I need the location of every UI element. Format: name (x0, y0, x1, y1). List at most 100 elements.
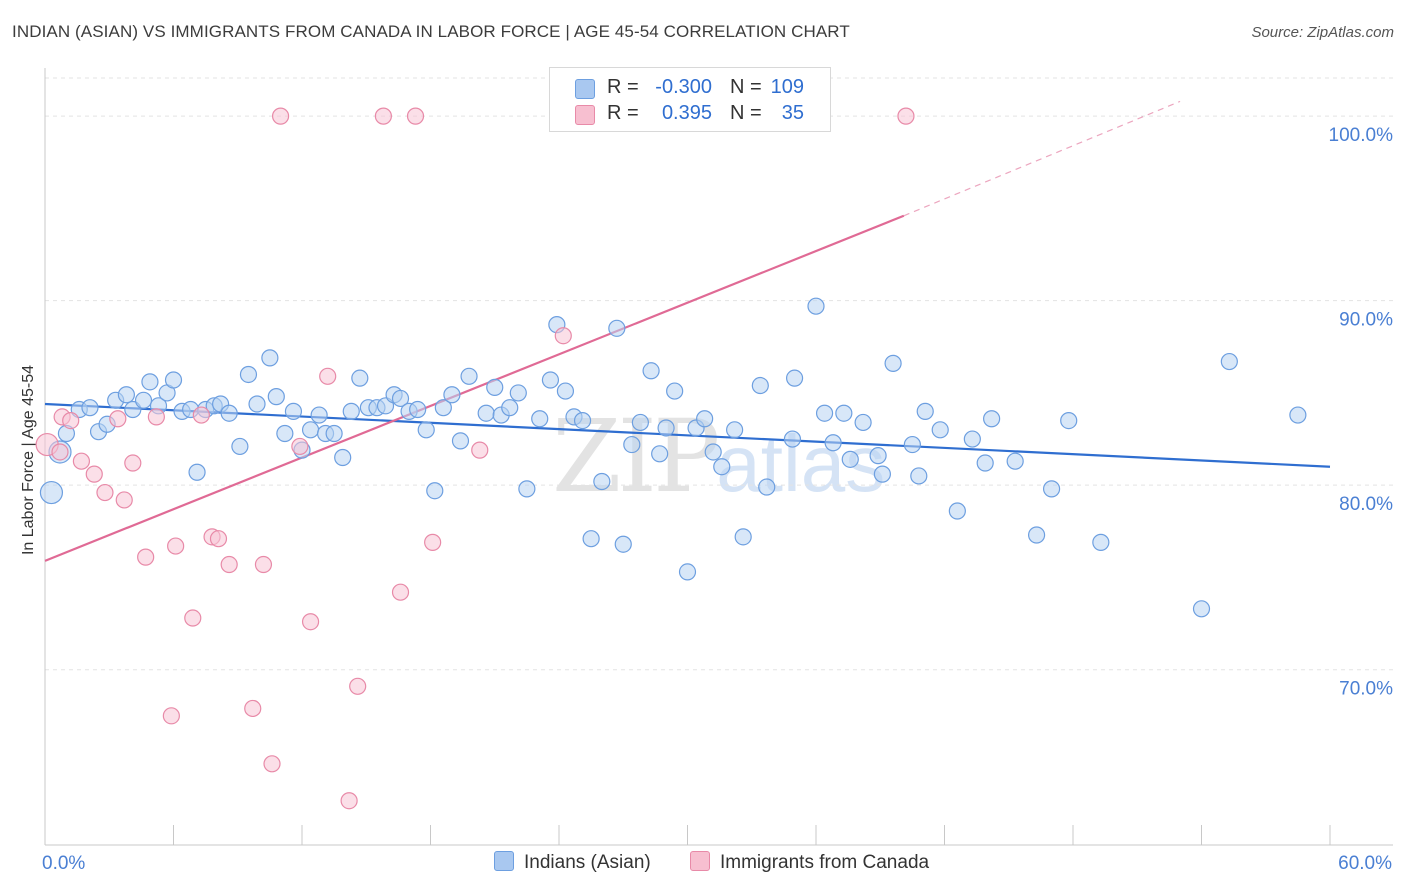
point-indians (608, 319, 626, 337)
trend-lines (44, 100, 1331, 562)
axes (44, 68, 1393, 846)
chart-title: INDIAN (ASIAN) VS IMMIGRANTS FROM CANADA… (12, 22, 850, 41)
point-indians (1220, 352, 1238, 371)
point-indians (164, 371, 183, 389)
point-indians (910, 467, 928, 485)
point-canada (374, 107, 392, 125)
point-canada (391, 583, 410, 601)
y-tick-label: 70.0% (1339, 679, 1393, 700)
x-tick-label: 60.0% (1338, 853, 1392, 874)
trend-line-indians (44, 402, 1331, 468)
point-indians (835, 404, 853, 422)
point-canada (184, 609, 202, 627)
point-indians (854, 413, 872, 432)
point-indians (1289, 406, 1307, 424)
point-indians (642, 362, 660, 380)
legend-r-value: 0.395 (661, 102, 712, 124)
point-canada (340, 792, 358, 810)
point-canada (192, 406, 210, 424)
point-canada (96, 483, 114, 502)
point-indians (409, 400, 427, 419)
point-canada (85, 465, 103, 483)
bottom-legend-swatch-canada (690, 851, 710, 871)
point-indians (531, 410, 549, 428)
point-canada (406, 107, 425, 125)
point-indians (426, 482, 444, 500)
point-indians (903, 435, 921, 454)
point-indians (443, 386, 461, 404)
trend-line-canada (44, 214, 905, 562)
point-canada (349, 677, 367, 695)
point-canada (291, 437, 309, 456)
point-indians (785, 369, 804, 387)
point-indians (477, 404, 495, 422)
point-indians (117, 386, 135, 404)
point-indians (593, 472, 611, 491)
x-tick-label: 0.0% (42, 853, 85, 874)
trend-line-canada-extension (903, 100, 1181, 217)
point-indians (651, 445, 669, 463)
legend-swatch-indians (575, 79, 595, 99)
point-indians (751, 376, 769, 395)
point-canada (554, 327, 572, 345)
point-indians (1060, 411, 1078, 430)
legend-n-label: N = (730, 76, 762, 98)
legend-n-value: 35 (781, 102, 804, 124)
point-indians (807, 297, 825, 315)
point-indians (310, 406, 328, 424)
point-indians (783, 430, 802, 448)
point-indians (631, 413, 649, 432)
point-canada (220, 555, 238, 574)
point-indians (1027, 526, 1046, 544)
point-indians (342, 402, 360, 420)
legend-n-value: 109 (770, 76, 804, 98)
correlation-legend: R = -0.300 N = 109 R = 0.395 N = 35 (549, 67, 831, 132)
point-indians (220, 404, 238, 422)
bottom-legend-indians: Indians (Asian) (494, 851, 651, 874)
point-canada (51, 443, 69, 461)
point-canada (263, 755, 281, 773)
point-canada (319, 367, 337, 385)
point-indians (734, 528, 752, 546)
point-indians (696, 410, 714, 428)
point-indians (501, 399, 519, 417)
point-canada (254, 555, 273, 574)
point-canada (471, 441, 489, 459)
point-indians (417, 421, 435, 439)
point-indians (1092, 533, 1110, 551)
point-indians (509, 384, 527, 402)
point-indians (931, 421, 949, 439)
legend-n-label: N = (730, 102, 762, 124)
point-indians (657, 419, 675, 437)
point-canada (115, 491, 133, 509)
point-indians (301, 421, 320, 439)
point-canada (271, 107, 290, 125)
point-indians (141, 373, 159, 391)
point-canada (137, 548, 155, 566)
point-indians (678, 563, 697, 581)
point-canada (109, 410, 127, 428)
point-indians (623, 435, 641, 454)
point-indians (948, 502, 966, 520)
point-indians (614, 535, 632, 553)
point-indians (261, 349, 279, 367)
y-tick-label: 100.0% (1329, 125, 1394, 146)
point-indians (1192, 600, 1211, 618)
legend-swatch-canada (575, 105, 595, 125)
point-indians (873, 465, 891, 483)
point-indians (434, 399, 452, 417)
point-indians (541, 371, 560, 389)
y-tick-label: 80.0% (1339, 494, 1393, 515)
point-indians (39, 480, 64, 505)
point-indians (582, 530, 600, 548)
point-indians (758, 478, 776, 496)
point-canada (424, 533, 442, 551)
point-indians (284, 402, 303, 420)
point-canada (897, 107, 915, 125)
legend-r-label: R = (607, 102, 639, 124)
point-indians (518, 480, 536, 498)
bottom-legend-swatch-indians (494, 851, 514, 871)
point-indians (976, 454, 994, 472)
point-indians (276, 424, 294, 443)
